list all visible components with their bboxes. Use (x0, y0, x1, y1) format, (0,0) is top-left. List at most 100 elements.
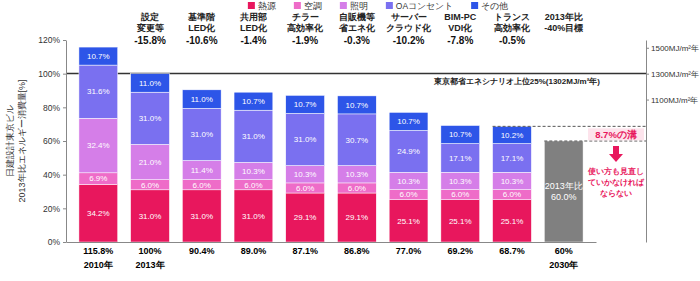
data-label: 17.1% (501, 154, 524, 163)
step-label: 共用部LED化 (239, 12, 268, 33)
bar-segment (286, 95, 325, 113)
bar-segment (79, 118, 118, 173)
text-line: 31.0% (190, 212, 213, 221)
bar-segment (337, 166, 376, 183)
total-label: 68.7% (499, 246, 525, 256)
text-line: 31.0% (139, 212, 162, 221)
text-line: 高効率化 (287, 23, 324, 33)
bar-segment (286, 166, 325, 183)
bar-segment (79, 47, 118, 65)
data-label: 32.4% (87, 141, 110, 150)
tick-label: 100% (38, 69, 60, 79)
text-line: 31.0% (242, 212, 265, 221)
bar-segment (441, 144, 480, 173)
text-line: 10.7% (242, 97, 265, 106)
tick-mark (646, 48, 649, 49)
gap-upper-line (493, 126, 646, 127)
text-line: 6.9% (89, 174, 107, 183)
tick-label: 1300MJ/m²年 (651, 70, 699, 79)
step-change: -10.6% (186, 35, 218, 46)
y-axis-title: 日建設計東京ビル2013年比エネルギー消費量[%] (5, 79, 27, 202)
tick: 2013年 (136, 260, 165, 270)
data-label: 34.2% (87, 209, 110, 218)
tick-label: 40% (43, 170, 60, 180)
data-label: 10.7% (397, 117, 420, 126)
text-line: -40%目標 (544, 23, 583, 33)
bar-segment (389, 200, 428, 242)
text-line: 31.0% (190, 130, 213, 139)
tick: 0% (48, 237, 66, 247)
text-line: 10.3% (501, 177, 524, 186)
legend-swatch (386, 2, 393, 9)
text-line: サーバー (391, 12, 427, 22)
data-label: 31.6% (87, 87, 110, 96)
legend-swatch (248, 2, 255, 9)
bar-segment (131, 144, 170, 179)
data-label: 24.9% (397, 147, 420, 156)
reference-label: 東京都省エネシナリオ上位25%(1302MJ/m²年) (433, 77, 601, 86)
axis-line (66, 41, 67, 243)
text-line: 31.0% (242, 132, 265, 141)
legend-label: 空調 (304, 1, 322, 11)
tick: 1100MJ/m²年 (646, 96, 698, 105)
tick-label: 60% (43, 136, 60, 146)
data-label: 31.0% (190, 212, 213, 221)
text-line: 10.3% (346, 170, 369, 179)
bar-segment (182, 161, 221, 180)
data-label: 29.1% (294, 213, 317, 222)
data-label: 17.1% (449, 154, 472, 163)
text-line: 6.0% (503, 190, 521, 199)
data-label: 31.0% (294, 135, 317, 144)
bar-segment (389, 112, 428, 130)
data-label: 25.1% (501, 217, 524, 226)
bar-segment (131, 180, 170, 190)
text-line: 2013年比 (545, 12, 583, 22)
gap-note: 使い方も見直していかなければならない (587, 166, 645, 198)
legend-swatch (294, 2, 301, 9)
text-line: トランス (494, 12, 530, 22)
tick-label: 2030年 (549, 260, 578, 270)
bar-segment (493, 126, 532, 143)
text-line: 変更等 (136, 23, 164, 33)
text-line: 11.4% (191, 166, 213, 175)
text-line: 32.4% (87, 141, 110, 150)
step-label: サーバークラウド化 (386, 12, 432, 33)
legend-item: 熱源 (248, 1, 276, 11)
data-label: 6.0% (399, 190, 417, 199)
text-line: 31.0% (294, 135, 317, 144)
bar-segment (182, 108, 221, 160)
legend-swatch (340, 2, 347, 9)
text-line: 29.1% (294, 213, 317, 222)
text-line: 6.0% (451, 190, 469, 199)
text-line: 30.7% (346, 136, 369, 145)
tick: 60% (43, 136, 66, 146)
bar-segment (234, 110, 273, 162)
data-label: 10.7% (242, 97, 265, 106)
tick-mark (646, 74, 649, 75)
legend-item: OAコンセント (386, 1, 453, 11)
text-line: 6.0% (193, 181, 211, 190)
bar-segment (131, 190, 170, 242)
text-line: VDI化 (448, 23, 473, 33)
data-label: 6.9% (89, 174, 107, 183)
bar-segment (441, 126, 480, 144)
text-line: クラウド化 (386, 23, 432, 33)
bar-segment (286, 193, 325, 242)
tick-mark (63, 208, 66, 209)
text-line: ていかなければ (588, 178, 645, 187)
total-label: 100% (139, 246, 162, 256)
text-line: 自販機等 (339, 12, 375, 22)
bar-segment (337, 193, 376, 242)
data-label: 25.1% (449, 217, 472, 226)
tick: 2030年 (549, 260, 578, 270)
text-line: 25.1% (501, 217, 524, 226)
text-line: 31.0% (139, 114, 162, 123)
data-label: 31.0% (190, 130, 213, 139)
total-label: 115.8% (83, 246, 113, 256)
data-label: 25.1% (397, 217, 420, 226)
data-label: 10.3% (397, 177, 420, 186)
tick-label: 120% (38, 35, 60, 45)
bar-segment (234, 180, 273, 190)
y2-axis: 1100MJ/m²年1300MJ/m²年1500MJ/m²年 (646, 41, 699, 243)
text-line: 6.0% (141, 181, 159, 190)
